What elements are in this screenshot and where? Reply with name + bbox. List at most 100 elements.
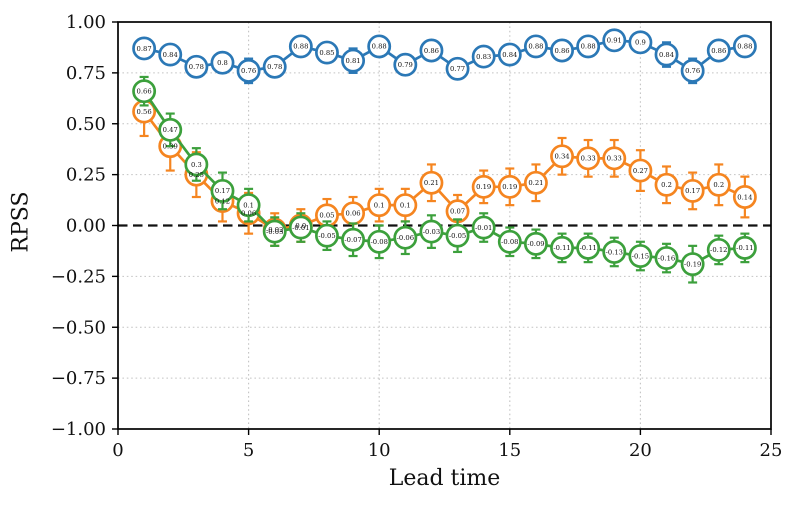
data-point-marker [419, 38, 444, 63]
series-orange-line [143, 110, 746, 231]
data-point-label: 0.88 [372, 43, 387, 51]
data-point-label: -0.03 [423, 228, 440, 236]
data-point-label: 0.76 [241, 67, 256, 75]
data-point-label: 0.33 [607, 155, 622, 163]
data-point-label: 0.83 [476, 53, 491, 61]
series-green-labels: 0.66 0.47 0.3 0.17 0.1 -0.03 -0.01 -0.05 -0.07 -0… [137, 87, 754, 268]
data-point-marker [732, 185, 757, 209]
data-point-label: 0.1 [400, 201, 411, 209]
data-point-label: 0.14 [737, 193, 752, 201]
data-point-marker [288, 215, 313, 240]
data-point-label: -0.13 [606, 248, 623, 256]
data-point-marker [184, 54, 209, 79]
data-point-label: 0.66 [137, 87, 152, 95]
data-point-marker [732, 235, 757, 260]
data-point-marker [419, 219, 444, 244]
x-tick-label: 10 [368, 440, 391, 461]
data-point-marker [288, 34, 313, 59]
data-point-label: 0.8 [217, 59, 228, 67]
x-tick-label: 25 [760, 440, 783, 461]
y-tick-label: −0.25 [51, 266, 106, 287]
data-point-marker [367, 229, 392, 254]
data-point-marker [706, 237, 731, 262]
data-point-label: 0.21 [528, 179, 543, 187]
data-point-marker [550, 235, 574, 260]
data-point-label: 0.91 [607, 37, 622, 45]
data-point-label: 0.17 [215, 187, 230, 195]
y-tick-label: −1.00 [51, 419, 106, 440]
data-point-marker [445, 56, 470, 81]
data-point-marker [523, 34, 548, 59]
data-point-marker [393, 225, 418, 250]
data-point-marker [210, 50, 235, 75]
data-point-label: 0.17 [685, 187, 700, 195]
data-point-marker [654, 172, 679, 197]
data-point-label: -0.11 [553, 244, 570, 252]
data-point-marker [654, 42, 679, 67]
data-point-label: 0.07 [450, 208, 465, 216]
data-point-marker [602, 240, 627, 264]
data-point-marker [184, 152, 209, 177]
data-point-label: 0.12 [215, 197, 230, 205]
data-point-marker [393, 193, 418, 218]
data-point-marker [367, 193, 392, 218]
data-point-marker [315, 40, 339, 65]
data-point-marker [628, 30, 653, 55]
data-point-label: -0.07 [344, 236, 361, 244]
data-point-marker [602, 146, 627, 171]
data-point-label: 0.19 [502, 183, 517, 191]
data-point-label: -0.06 [397, 234, 414, 242]
data-point-label: 0.88 [737, 43, 752, 51]
data-point-marker [471, 215, 496, 240]
data-point-marker [158, 117, 183, 142]
series-orange [132, 86, 757, 247]
data-point-marker [393, 52, 418, 77]
data-point-label: 0.19 [476, 183, 491, 191]
data-point-label: 0.06 [346, 210, 361, 218]
data-point-label: 0.78 [189, 63, 204, 71]
data-point-label: 0.33 [581, 155, 596, 163]
data-point-label: 0.84 [163, 51, 178, 59]
data-point-marker [628, 158, 653, 183]
data-point-label: 0.88 [581, 43, 596, 51]
data-point-label: -0.01 [475, 224, 492, 232]
data-point-marker [341, 48, 366, 73]
data-point-label: -0.19 [684, 260, 701, 268]
data-point-label: -0.05 [449, 232, 466, 240]
data-point-label: 0.1 [374, 201, 385, 209]
data-point-marker [523, 170, 548, 195]
data-point-marker [680, 58, 705, 83]
data-point-marker [210, 178, 235, 203]
data-point-label: 0.56 [137, 108, 152, 116]
data-point-label: 0.39 [163, 142, 178, 150]
data-point-label: 0.86 [554, 47, 569, 55]
axis-ticks [112, 21, 772, 435]
data-point-label: 0.87 [137, 45, 152, 53]
data-point-marker [654, 246, 679, 271]
tick-labels: 0 5 10 15 20 25 1.00 0.75 0.50 0.25 0.00 −0.25 −0.50… [51, 12, 783, 461]
data-point-marker [576, 235, 601, 260]
data-point-marker [315, 223, 339, 248]
data-point-marker [497, 229, 522, 254]
x-tick-label: 20 [629, 440, 652, 461]
data-point-label: -0.02 [266, 226, 283, 234]
data-point-marker [341, 227, 366, 252]
data-point-label: 0.06 [241, 210, 256, 218]
data-point-marker [419, 170, 444, 195]
y-tick-label: 0.50 [66, 114, 106, 135]
x-tick-label: 5 [243, 440, 254, 461]
data-point-marker [497, 174, 522, 199]
data-point-marker [471, 174, 496, 199]
data-point-label: 0.2 [661, 181, 672, 189]
data-point-label: 0.2 [713, 181, 724, 189]
data-point-marker [262, 54, 287, 79]
data-point-marker [706, 38, 731, 63]
y-tick-label: 0.00 [66, 216, 106, 237]
data-point-label: -0.12 [710, 246, 727, 254]
data-point-label: -0.01 [292, 224, 309, 232]
data-point-label: 0.86 [711, 47, 726, 55]
data-point-marker [628, 244, 653, 268]
data-point-marker [523, 231, 548, 256]
